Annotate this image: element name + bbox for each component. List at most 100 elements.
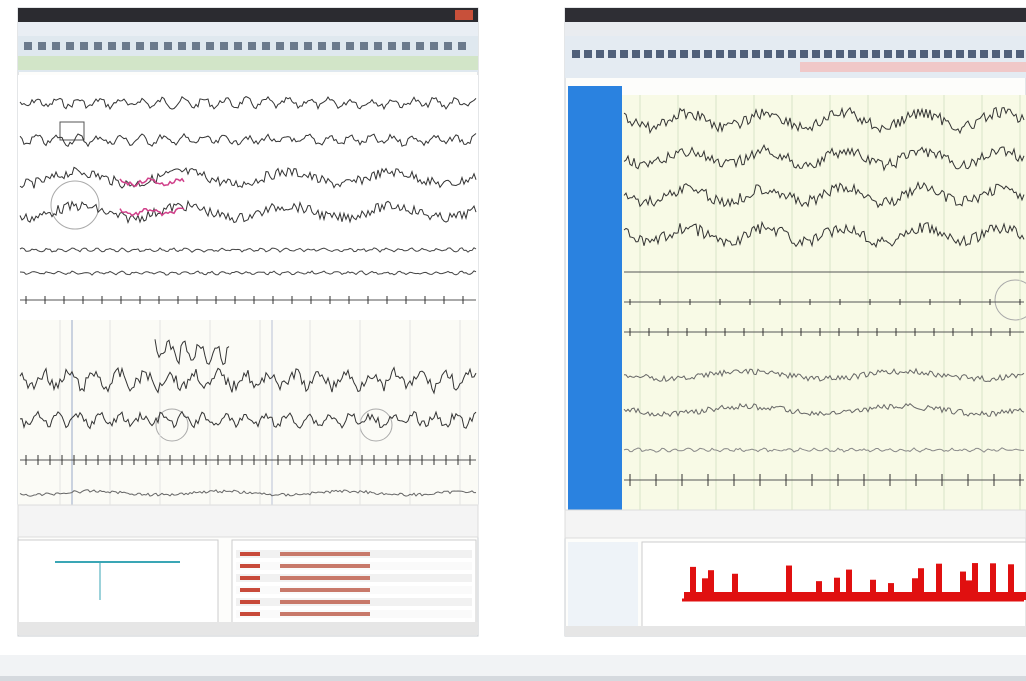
toolbar-button bbox=[150, 42, 158, 50]
table-cell bbox=[240, 564, 260, 568]
channel-sidebar[interactable] bbox=[568, 86, 622, 510]
toolbar-button bbox=[872, 50, 880, 58]
toolbar-button bbox=[632, 50, 640, 58]
toolbar-button bbox=[80, 42, 88, 50]
hypno-block bbox=[828, 592, 834, 600]
hypno-block bbox=[750, 592, 756, 600]
table-cell bbox=[280, 576, 370, 580]
status-bar bbox=[18, 622, 478, 635]
table-cell bbox=[280, 552, 370, 556]
hypno-block bbox=[870, 580, 876, 600]
hypno-block bbox=[732, 574, 738, 600]
toolbar-button bbox=[764, 50, 772, 58]
table-cell bbox=[240, 612, 260, 616]
hypno-block bbox=[798, 592, 804, 600]
hypno-block bbox=[702, 578, 708, 600]
hypno-block bbox=[762, 592, 768, 600]
toolbar-button bbox=[164, 42, 172, 50]
hypno-block bbox=[696, 592, 702, 600]
toolbar-button bbox=[680, 50, 688, 58]
toolbar-button bbox=[458, 42, 466, 50]
toolbar-button bbox=[824, 50, 832, 58]
hypno-block bbox=[864, 592, 870, 600]
toolbar-button bbox=[968, 50, 976, 58]
hypno-block bbox=[840, 592, 846, 600]
toolbar-button bbox=[94, 42, 102, 50]
hypno-block bbox=[954, 592, 960, 600]
toolbar-button bbox=[66, 42, 74, 50]
hypno-block bbox=[780, 592, 786, 600]
timeline bbox=[565, 510, 1026, 538]
toolbar-button bbox=[206, 42, 214, 50]
toolbar-button bbox=[262, 42, 270, 50]
toolbar-button bbox=[956, 50, 964, 58]
toolbar-button bbox=[318, 42, 326, 50]
toolbar-button bbox=[752, 50, 760, 58]
hypno-block bbox=[786, 566, 792, 600]
toolbar-button bbox=[704, 50, 712, 58]
toolbar-button bbox=[290, 42, 298, 50]
hypno-block bbox=[918, 568, 924, 600]
toolbar-button bbox=[992, 50, 1000, 58]
mini-plot bbox=[18, 540, 218, 632]
hypno-block bbox=[756, 592, 762, 600]
close-button[interactable] bbox=[455, 10, 473, 20]
hypno-block bbox=[960, 572, 966, 600]
toolbar-button bbox=[402, 42, 410, 50]
status-bar bbox=[565, 626, 1026, 636]
toolbar-button bbox=[388, 42, 396, 50]
menu-bar bbox=[18, 22, 478, 36]
upper-plot bbox=[18, 75, 478, 320]
toolbar-button bbox=[860, 50, 868, 58]
hypno-block bbox=[822, 592, 828, 600]
toolbar-button bbox=[276, 42, 284, 50]
toolbar-button bbox=[360, 42, 368, 50]
table-cell bbox=[240, 588, 260, 592]
menu-bar bbox=[565, 22, 1026, 36]
hypno-block bbox=[846, 570, 852, 600]
left-window bbox=[18, 8, 478, 636]
toolbar-button bbox=[932, 50, 940, 58]
table-cell bbox=[240, 576, 260, 580]
toolbar-button bbox=[884, 50, 892, 58]
toolbar-button bbox=[620, 50, 628, 58]
title-bar bbox=[18, 8, 478, 22]
hypno-block bbox=[804, 592, 810, 600]
toolbar-button bbox=[304, 42, 312, 50]
toolbar-button bbox=[52, 42, 60, 50]
toolbar-button bbox=[24, 42, 32, 50]
hypno-block bbox=[978, 592, 984, 600]
hypno-block bbox=[1014, 592, 1020, 600]
hypno-block bbox=[774, 592, 780, 600]
hypno-block bbox=[810, 592, 816, 600]
table-cell bbox=[240, 552, 260, 556]
toolbar-button bbox=[444, 42, 452, 50]
hypno-block bbox=[684, 592, 690, 600]
hypno-block bbox=[924, 592, 930, 600]
table-cell bbox=[240, 600, 260, 604]
hypno-block bbox=[690, 567, 696, 600]
toolbar-button bbox=[596, 50, 604, 58]
toolbar-button bbox=[608, 50, 616, 58]
table-cell bbox=[280, 600, 370, 604]
toolbar-button bbox=[416, 42, 424, 50]
toolbar-button bbox=[776, 50, 784, 58]
table-cell bbox=[280, 588, 370, 592]
toolbar-button bbox=[584, 50, 592, 58]
title-bar bbox=[565, 8, 1026, 22]
hypno-block bbox=[738, 592, 744, 600]
table-cell bbox=[280, 612, 370, 616]
hypno-block bbox=[900, 592, 906, 600]
hypno-block bbox=[1020, 592, 1026, 600]
toolbar-button bbox=[788, 50, 796, 58]
toolbar-button bbox=[346, 42, 354, 50]
toolbar-button bbox=[248, 42, 256, 50]
hypno-block bbox=[948, 592, 954, 600]
right-window bbox=[565, 8, 1026, 636]
hypno-block bbox=[744, 592, 750, 600]
toolbar-button bbox=[136, 42, 144, 50]
toolbar-button bbox=[220, 42, 228, 50]
toolbar-button bbox=[656, 50, 664, 58]
toolbar-button bbox=[1016, 50, 1024, 58]
toolbar-button bbox=[692, 50, 700, 58]
